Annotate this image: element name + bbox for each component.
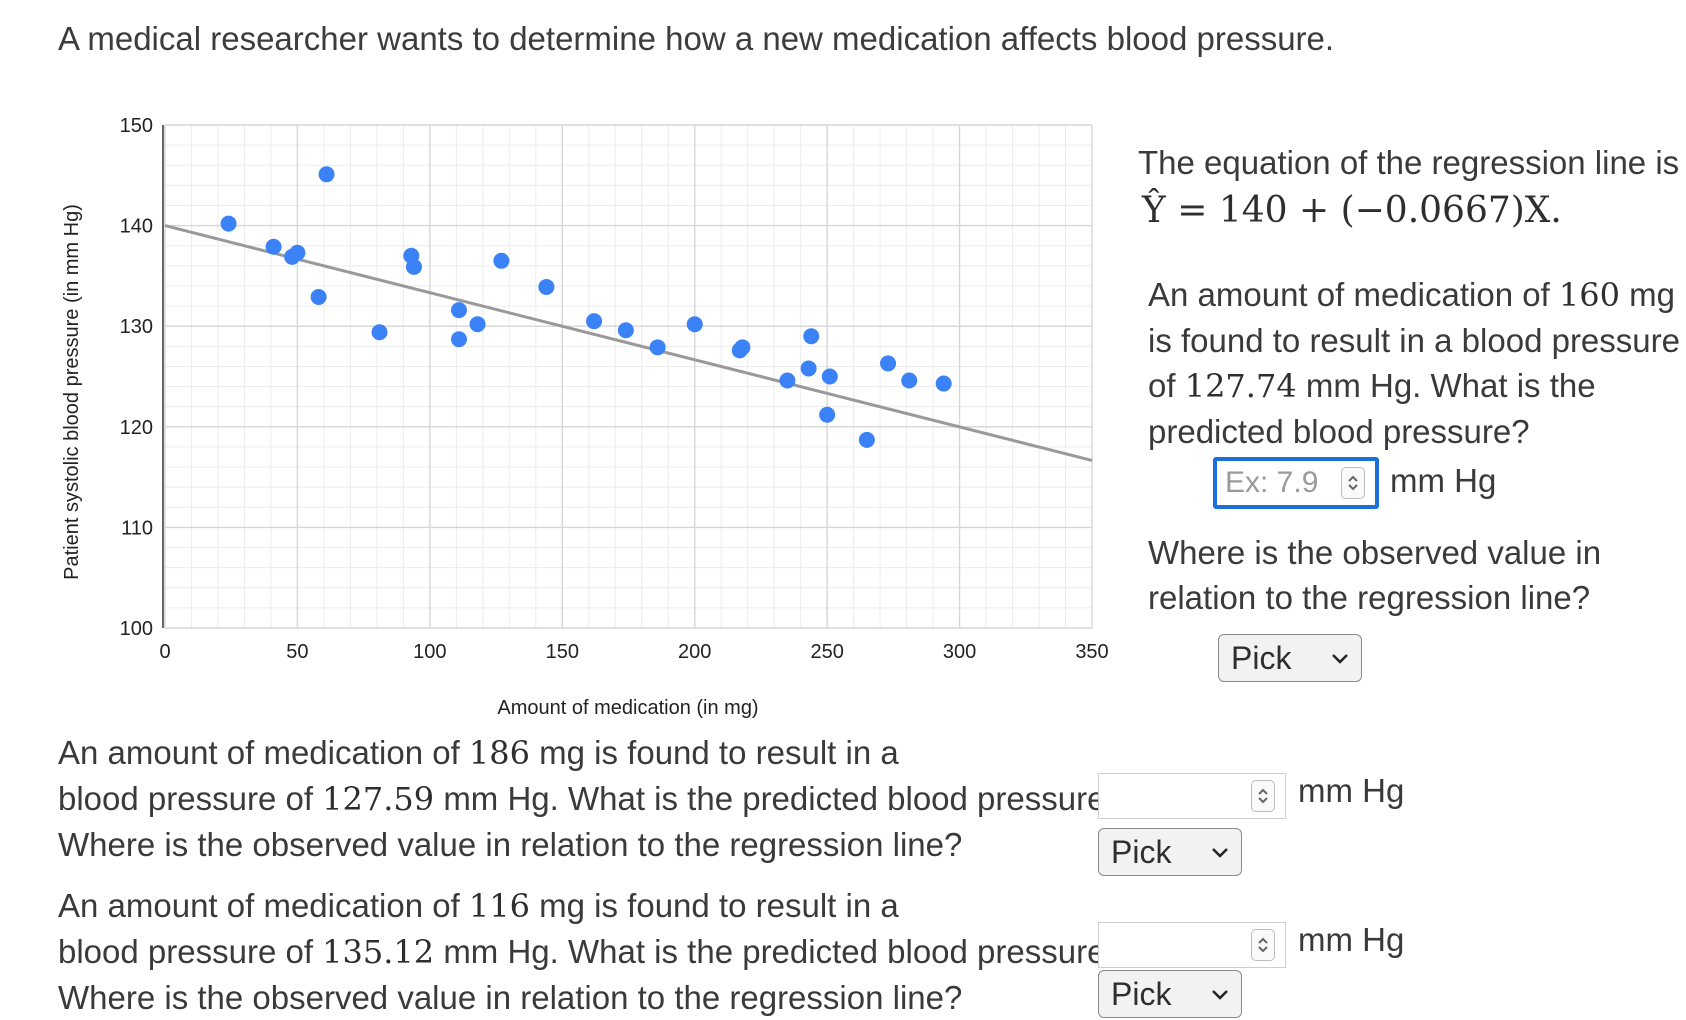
data-point bbox=[686, 316, 703, 333]
chevron-down-icon bbox=[1212, 848, 1228, 858]
q1-line1-post: mg bbox=[1629, 276, 1676, 313]
q2-line2-pre: blood pressure of bbox=[58, 780, 313, 817]
q3-spinner-icon[interactable] bbox=[1251, 929, 1275, 961]
regression-line-group bbox=[164, 224, 1093, 462]
regression-line bbox=[164, 224, 1093, 462]
grid-minor bbox=[165, 125, 1092, 628]
q2-position-select[interactable]: Pick bbox=[1098, 828, 1242, 876]
grid-major bbox=[164, 124, 1093, 629]
y-tick-label: 120 bbox=[120, 417, 153, 439]
x-tick-label: 0 bbox=[159, 641, 170, 663]
q3-position-select[interactable]: Pick bbox=[1098, 970, 1242, 1018]
q2-amount: 186 bbox=[468, 734, 530, 772]
x-axis-label: Amount of medication (in mg) bbox=[497, 697, 758, 719]
x-tick-label: 350 bbox=[1075, 641, 1108, 663]
q2-line1-post: mg is found to result in a bbox=[539, 734, 899, 771]
data-point bbox=[901, 372, 918, 389]
q3-unit: mm Hg bbox=[1298, 921, 1405, 958]
q3-line2-pre: blood pressure of bbox=[58, 933, 313, 970]
x-tick-label: 200 bbox=[678, 641, 711, 663]
scatter-chart: 100 110 120 130 140 150 0 50 100 150 200 250 300 350… bbox=[61, 115, 1109, 719]
y-tick-label: 130 bbox=[120, 316, 153, 338]
q1-line3-post: mm Hg. What is the bbox=[1305, 367, 1596, 404]
data-point bbox=[318, 166, 335, 183]
q1-input-placeholder: Ex: 7.9 bbox=[1225, 466, 1319, 499]
q3-predicted-input[interactable] bbox=[1098, 922, 1286, 968]
q2-observed: 127.59 bbox=[322, 780, 435, 818]
q1-select-value: Pick bbox=[1231, 639, 1292, 676]
data-point bbox=[586, 313, 603, 330]
q2-unit: mm Hg bbox=[1298, 772, 1405, 809]
regression-equation: Ŷ = 140 + (−0.0667)X. bbox=[1142, 190, 1562, 231]
x-tick-label: 150 bbox=[546, 641, 579, 663]
q3-line2-post: mm Hg. What is the predicted blood press… bbox=[443, 933, 1124, 970]
data-point bbox=[538, 278, 555, 295]
data-point bbox=[779, 372, 796, 389]
data-point bbox=[821, 368, 838, 385]
data-point bbox=[935, 375, 952, 392]
data-point bbox=[858, 431, 875, 448]
data-point bbox=[734, 339, 751, 356]
x-tick-labels: 0 50 100 150 200 250 300 350 bbox=[159, 641, 1108, 663]
data-point bbox=[310, 289, 327, 306]
x-tick-label: 100 bbox=[413, 641, 446, 663]
data-point bbox=[405, 258, 422, 275]
q1-where-line1: Where is the observed value in bbox=[1148, 534, 1602, 571]
data-point bbox=[493, 252, 510, 269]
data-point bbox=[649, 339, 666, 356]
q3-observed: 135.12 bbox=[322, 933, 435, 971]
data-point bbox=[800, 360, 817, 377]
data-point bbox=[819, 406, 836, 423]
data-point bbox=[617, 322, 634, 339]
data-point bbox=[265, 238, 282, 255]
problem-intro: A medical researcher wants to determine … bbox=[58, 20, 1335, 57]
q3-select-value: Pick bbox=[1111, 975, 1172, 1012]
y-axis-label: Patient systolic blood pressure (in mm H… bbox=[61, 204, 83, 580]
data-point bbox=[450, 302, 467, 319]
y-tick-labels: 100 110 120 130 140 150 bbox=[120, 115, 153, 640]
data-points bbox=[220, 166, 952, 448]
chevron-down-icon bbox=[1332, 654, 1348, 664]
q2-text: An amount of medication of 186 mg is fou… bbox=[58, 730, 1124, 867]
q1-line3-pre: of bbox=[1148, 367, 1176, 404]
q1-line1-pre: An amount of medication of bbox=[1148, 276, 1550, 313]
q1-text: An amount of medication of 160 mg is fou… bbox=[1148, 272, 1686, 454]
q3-amount: 116 bbox=[468, 887, 530, 925]
q1-where-line2: relation to the regression line? bbox=[1148, 579, 1591, 616]
q1-spinner-icon[interactable] bbox=[1341, 467, 1365, 499]
q3-text: An amount of medication of 116 mg is fou… bbox=[58, 883, 1124, 1020]
data-point bbox=[220, 215, 237, 232]
q2-spinner-icon[interactable] bbox=[1251, 780, 1275, 812]
equation-intro: The equation of the regression line is bbox=[1138, 144, 1680, 181]
y-tick-label: 110 bbox=[121, 517, 153, 539]
q3-where: Where is the observed value in relation … bbox=[58, 979, 963, 1016]
data-point bbox=[289, 244, 306, 261]
q1-line4: predicted blood pressure? bbox=[1148, 413, 1530, 450]
y-tick-label: 140 bbox=[120, 216, 153, 238]
data-point bbox=[803, 328, 820, 345]
y-tick-label: 100 bbox=[120, 618, 153, 640]
q2-predicted-input[interactable] bbox=[1098, 773, 1286, 819]
q1-line2: is found to result in a blood pressure bbox=[1148, 322, 1680, 359]
data-point bbox=[371, 324, 388, 341]
q1-observed: 127.74 bbox=[1184, 367, 1297, 405]
q2-select-value: Pick bbox=[1111, 833, 1172, 870]
q3-line1-pre: An amount of medication of bbox=[58, 887, 460, 924]
data-point bbox=[469, 316, 486, 333]
q1-position-select[interactable]: Pick bbox=[1218, 634, 1362, 682]
q2-where: Where is the observed value in relation … bbox=[58, 826, 963, 863]
q2-line2-post: mm Hg. What is the predicted blood press… bbox=[443, 780, 1124, 817]
data-point bbox=[880, 355, 897, 372]
chevron-down-icon bbox=[1212, 990, 1228, 1000]
q2-line1-pre: An amount of medication of bbox=[58, 734, 460, 771]
y-tick-label: 150 bbox=[120, 115, 153, 137]
q1-amount: 160 bbox=[1558, 276, 1620, 314]
q1-predicted-input[interactable]: Ex: 7.9 bbox=[1213, 457, 1379, 509]
q3-line1-post: mg is found to result in a bbox=[539, 887, 899, 924]
data-point bbox=[450, 331, 467, 348]
x-tick-label: 300 bbox=[943, 641, 976, 663]
x-tick-label: 50 bbox=[286, 641, 308, 663]
x-tick-label: 250 bbox=[810, 641, 843, 663]
q1-unit: mm Hg bbox=[1390, 462, 1497, 499]
